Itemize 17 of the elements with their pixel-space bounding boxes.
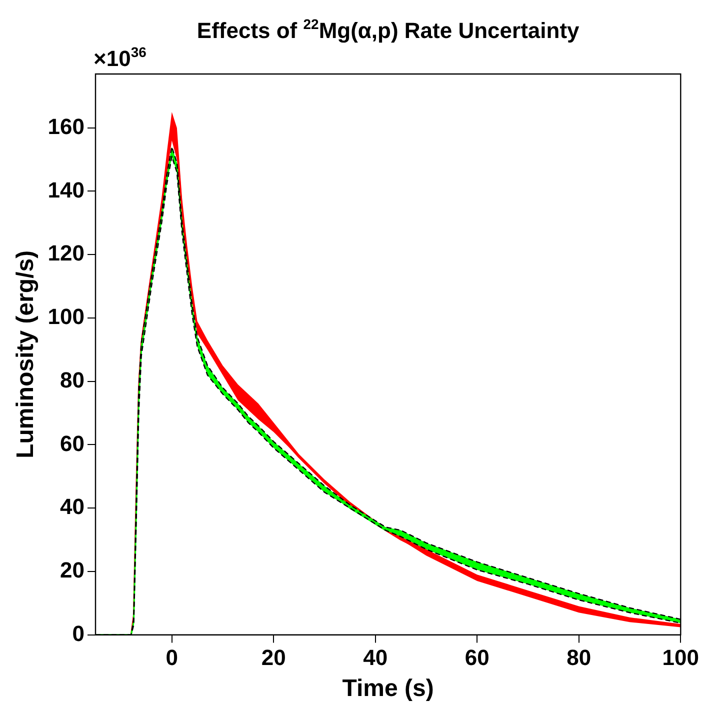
x-tick-label: 60 [464, 645, 490, 670]
x-tick-label: 20 [261, 645, 286, 670]
y-tick-label: 140 [48, 177, 85, 202]
y-tick-label: 80 [60, 367, 85, 392]
y-tick-label: 160 [48, 114, 85, 139]
y-tick-label: 100 [48, 304, 85, 330]
x-tick-label: 80 [566, 645, 592, 670]
x-tick-label: 0 [166, 645, 178, 670]
y-tick-label: 0 [72, 620, 85, 646]
y-tick-label: 20 [60, 557, 85, 582]
y-tick-label: 60 [60, 430, 85, 456]
x-tick-label: 100 [662, 645, 700, 670]
x-tick-label: 40 [363, 645, 388, 670]
y-tick-label: 120 [48, 240, 85, 266]
y-tick-label: 40 [60, 494, 85, 520]
y-axis-title: Luminosity (erg/s) [12, 250, 40, 458]
x-axis-title: Time (s) [342, 675, 434, 702]
